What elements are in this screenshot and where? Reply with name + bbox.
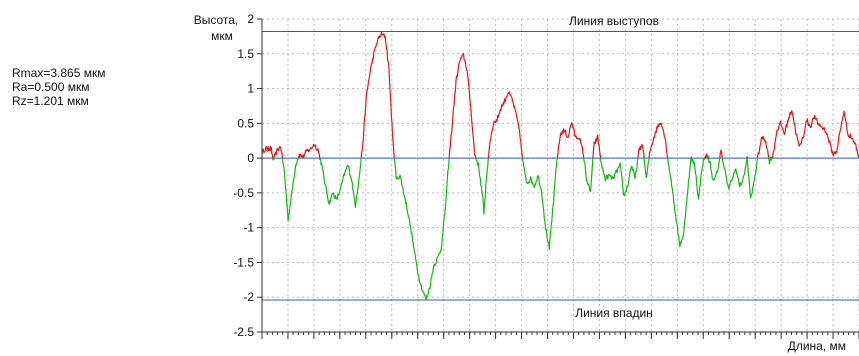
profile-valley-segment [583, 158, 594, 193]
y-ticks: 2 1.5 1 0.5 0 -0.5 -1 -1.5 -2 -2.5 [233, 12, 262, 339]
profile-peak-segment [704, 153, 708, 159]
y-axis-label-line1: Высота, [194, 13, 239, 27]
y-tick-label: 0 [247, 151, 254, 165]
profile-valley-segment [521, 158, 559, 251]
y-tick-label: -2.5 [233, 325, 254, 339]
protrusion-line-label: Линия выступов [569, 14, 659, 28]
profile-valley-segment [768, 157, 772, 165]
grid [261, 18, 859, 333]
profile-valley-segment [599, 158, 639, 196]
x-axis-label: Длина, мм [788, 339, 846, 353]
profile-peak-segment [297, 143, 321, 159]
profile-valley-segment [746, 158, 758, 199]
profile-peak-segment [448, 52, 477, 159]
profile-series [261, 31, 859, 301]
profile-valley-segment [721, 158, 748, 190]
profile-peak-segment [771, 110, 859, 159]
profile-peak-segment [648, 122, 669, 159]
profile-valley-segment [393, 158, 450, 301]
y-tick-label: -1 [243, 221, 254, 235]
y-tick-label: 1.5 [237, 47, 254, 61]
y-axis-label-line2: мкм [211, 29, 233, 43]
x-ticks [261, 332, 859, 339]
profile-peak-segment [360, 31, 395, 159]
profile-valley-segment [667, 158, 692, 248]
y-tick-label: 2 [247, 12, 254, 26]
profile-valley-segment [281, 157, 300, 222]
profile-valley-segment [707, 158, 721, 181]
profile-peak-segment [273, 146, 283, 159]
y-tick-label: 0.5 [237, 116, 254, 130]
y-tick-label: -0.5 [233, 186, 254, 200]
ra-value: Ra=0.500 мкм [12, 80, 90, 94]
profile-peak-segment [261, 146, 274, 159]
profile-valley-segment [319, 158, 362, 208]
profile-valley-segment [475, 158, 489, 215]
profile-valley-segment [643, 158, 650, 179]
profile-peak-segment [690, 156, 693, 159]
profile-peak-segment [487, 91, 523, 159]
profile-peak-segment [637, 144, 645, 159]
profile-peak-segment [556, 122, 585, 159]
profile-valley-segment [272, 157, 275, 161]
profile-valley-segment [691, 157, 706, 200]
profile-peak-segment [592, 134, 602, 159]
roughness-stats: Rmax=3.865 мкм Ra=0.500 мкм Rz=1.201 мкм [12, 66, 105, 108]
profile-peak-segment [706, 155, 710, 159]
rz-value: Rz=1.201 мкм [12, 94, 89, 108]
depression-line-label: Линия впадин [575, 306, 653, 320]
y-tick-label: 1 [247, 82, 254, 96]
rmax-value: Rmax=3.865 мкм [12, 66, 106, 80]
profile-valley-segment [770, 157, 773, 161]
reference-lines [262, 31, 859, 301]
profile-peak-segment [719, 149, 723, 159]
profile-peak-segment [756, 135, 770, 159]
y-tick-label: -1.5 [233, 255, 254, 269]
axes [261, 19, 859, 333]
y-tick-label: -2 [243, 290, 254, 304]
